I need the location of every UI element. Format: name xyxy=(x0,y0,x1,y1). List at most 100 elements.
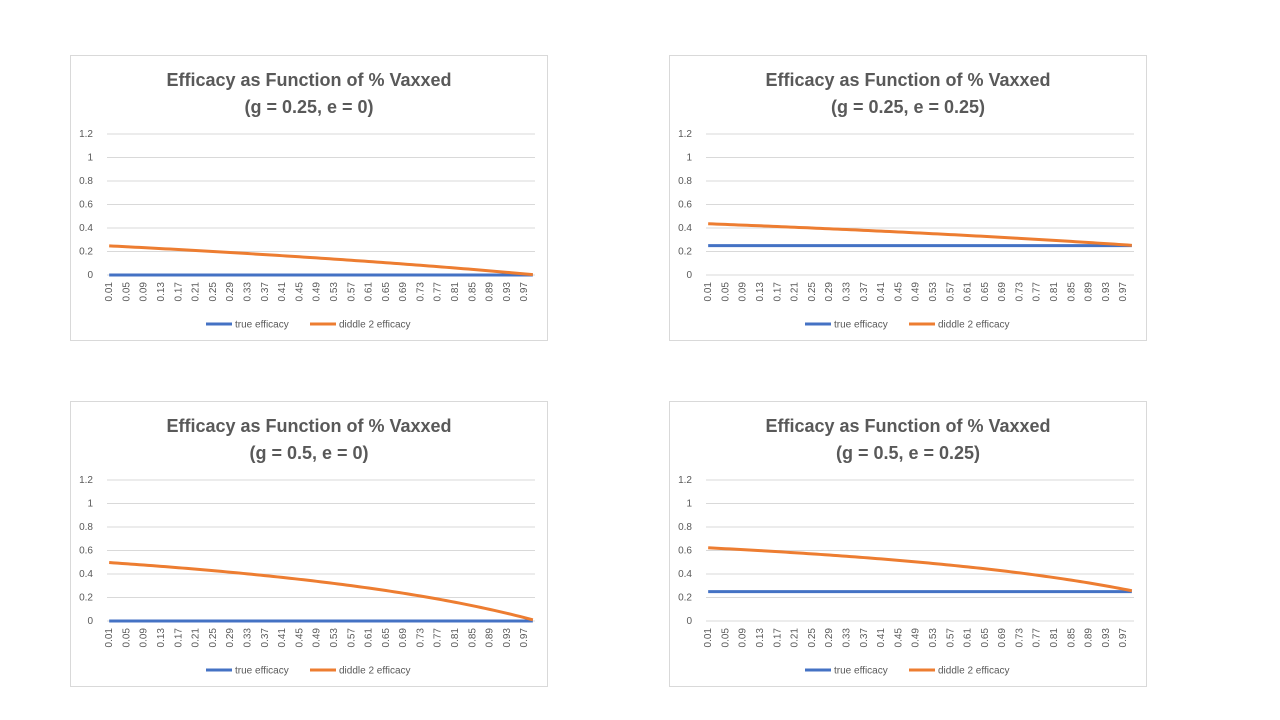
x-tick-label: 0.01 xyxy=(104,282,115,302)
chart-title: Efficacy as Function of % Vaxxed xyxy=(166,416,451,436)
x-tick-label: 0.05 xyxy=(720,282,731,302)
chart-svg: Efficacy as Function of % Vaxxed (g = 0.5… xyxy=(79,416,535,677)
y-tick-label: 0.2 xyxy=(79,247,93,258)
x-tick-label: 0.17 xyxy=(173,628,184,648)
x-tick-label: 0.93 xyxy=(1101,282,1112,302)
legend-label: true efficacy xyxy=(834,320,888,331)
legend-label: diddle 2 efficacy xyxy=(938,666,1010,677)
x-tick-label: 0.29 xyxy=(824,628,835,648)
chart-g05-e025: Efficacy as Function of % Vaxxed (g = 0.5… xyxy=(669,401,1147,687)
x-tick-label: 0.25 xyxy=(208,282,219,302)
x-tick-label: 0.17 xyxy=(772,628,783,648)
x-tick-label: 0.61 xyxy=(364,628,375,648)
x-tick-label: 0.37 xyxy=(859,628,870,648)
legend-label: true efficacy xyxy=(834,666,888,677)
x-tick-label: 0.25 xyxy=(807,282,818,302)
x-tick-label: 0.85 xyxy=(1066,282,1077,302)
chart-subtitle: (g = 0.5, e = 0.25) xyxy=(836,443,980,463)
x-tick-label: 0.97 xyxy=(1118,628,1129,648)
y-tick-label: 0.2 xyxy=(79,593,93,604)
x-tick-label: 0.65 xyxy=(980,628,991,648)
x-tick-label: 0.53 xyxy=(329,282,340,302)
chart-svg: Efficacy as Function of % Vaxxed (g = 0.2… xyxy=(678,70,1134,331)
x-tick-label: 0.57 xyxy=(945,628,956,648)
x-tick-label: 0.61 xyxy=(963,282,974,302)
x-tick-label: 0.65 xyxy=(980,282,991,302)
x-tick-label: 0.45 xyxy=(294,282,305,302)
chart-svg: Efficacy as Function of % Vaxxed (g = 0.5… xyxy=(678,416,1134,677)
chart-title: Efficacy as Function of % Vaxxed xyxy=(166,70,451,90)
x-tick-label: 0.05 xyxy=(720,628,731,648)
legend-label: true efficacy xyxy=(235,320,289,331)
x-tick-label: 0.69 xyxy=(997,628,1008,648)
x-tick-label: 0.01 xyxy=(703,282,714,302)
x-tick-label: 0.41 xyxy=(876,282,887,302)
y-tick-label: 0 xyxy=(686,270,692,281)
chart-svg: Efficacy as Function of % Vaxxed (g = 0.2… xyxy=(79,70,535,331)
x-tick-label: 0.29 xyxy=(824,282,835,302)
x-tick-label: 0.13 xyxy=(156,628,167,648)
x-tick-label: 0.41 xyxy=(277,282,288,302)
y-tick-label: 0.8 xyxy=(678,176,692,187)
x-tick-label: 0.17 xyxy=(173,282,184,302)
x-tick-label: 0.61 xyxy=(364,282,375,302)
x-tick-label: 0.73 xyxy=(415,628,426,648)
x-tick-label: 0.09 xyxy=(139,628,150,648)
y-tick-label: 0.4 xyxy=(79,223,93,234)
x-tick-label: 0.13 xyxy=(755,628,766,648)
x-tick-label: 0.81 xyxy=(450,628,461,648)
y-tick-label: 0.2 xyxy=(678,247,692,258)
x-tick-label: 0.41 xyxy=(876,628,887,648)
x-tick-label: 0.05 xyxy=(121,282,132,302)
x-tick-label: 0.33 xyxy=(243,282,254,302)
x-tick-label: 0.33 xyxy=(842,628,853,648)
x-tick-label: 0.53 xyxy=(928,628,939,648)
y-tick-label: 0.6 xyxy=(678,546,692,557)
y-tick-label: 1.2 xyxy=(678,129,692,140)
x-tick-label: 0.49 xyxy=(312,282,323,302)
x-tick-label: 0.93 xyxy=(502,628,513,648)
x-tick-label: 0.69 xyxy=(398,282,409,302)
series-line-diddle-2-efficacy xyxy=(109,561,534,622)
x-tick-label: 0.21 xyxy=(790,282,801,302)
x-tick-label: 0.13 xyxy=(156,282,167,302)
x-tick-label: 0.97 xyxy=(519,282,530,302)
x-tick-label: 0.57 xyxy=(346,628,357,648)
x-tick-label: 0.73 xyxy=(1014,282,1025,302)
y-tick-label: 0 xyxy=(87,616,93,627)
x-tick-label: 0.81 xyxy=(1049,628,1060,648)
chart-g025-e0: Efficacy as Function of % Vaxxed (g = 0.2… xyxy=(70,55,548,341)
y-tick-label: 0.8 xyxy=(678,522,692,533)
chart-subtitle: (g = 0.25, e = 0) xyxy=(244,97,373,117)
x-tick-label: 0.01 xyxy=(703,628,714,648)
series-line-diddle-2-efficacy xyxy=(708,222,1132,247)
chart-g05-e0: Efficacy as Function of % Vaxxed (g = 0.5… xyxy=(70,401,548,687)
x-tick-label: 0.89 xyxy=(1084,628,1095,648)
chart-title: Efficacy as Function of % Vaxxed xyxy=(765,416,1050,436)
x-tick-label: 0.77 xyxy=(433,282,444,302)
x-tick-label: 0.89 xyxy=(1084,282,1095,302)
y-tick-label: 0.6 xyxy=(79,546,93,557)
x-tick-label: 0.09 xyxy=(738,628,749,648)
chart-subtitle: (g = 0.25, e = 0.25) xyxy=(831,97,985,117)
y-tick-label: 1 xyxy=(686,499,692,510)
x-tick-label: 0.45 xyxy=(893,282,904,302)
x-tick-label: 0.97 xyxy=(519,628,530,648)
x-tick-label: 0.21 xyxy=(191,282,202,302)
x-tick-label: 0.85 xyxy=(467,628,478,648)
chart-g025-e025: Efficacy as Function of % Vaxxed (g = 0.2… xyxy=(669,55,1147,341)
y-tick-label: 1 xyxy=(87,153,93,164)
x-tick-label: 0.77 xyxy=(1032,628,1043,648)
y-tick-label: 1.2 xyxy=(79,129,93,140)
x-tick-label: 0.57 xyxy=(945,282,956,302)
x-tick-label: 0.37 xyxy=(260,628,271,648)
y-tick-label: 0.8 xyxy=(79,522,93,533)
x-tick-label: 0.65 xyxy=(381,282,392,302)
y-tick-label: 0.4 xyxy=(678,569,692,580)
x-tick-label: 0.17 xyxy=(772,282,783,302)
x-tick-label: 0.73 xyxy=(415,282,426,302)
chart-title: Efficacy as Function of % Vaxxed xyxy=(765,70,1050,90)
x-tick-label: 0.21 xyxy=(790,628,801,648)
series-line-diddle-2-efficacy xyxy=(109,244,533,277)
y-tick-label: 0.6 xyxy=(678,200,692,211)
